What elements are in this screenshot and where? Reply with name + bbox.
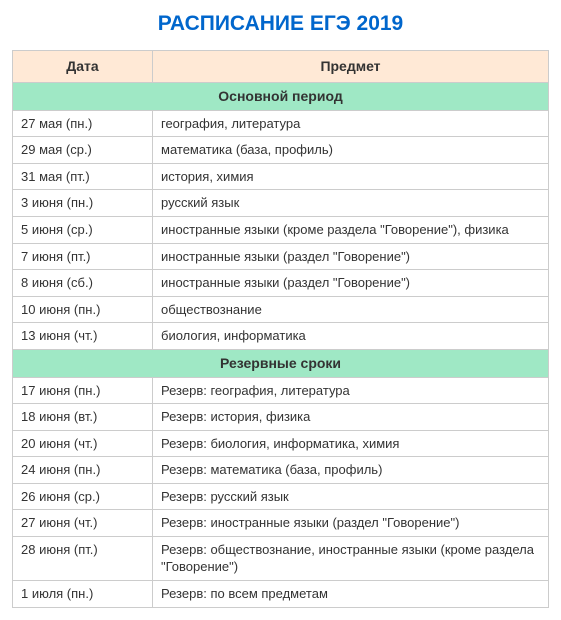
cell-subject: иностранные языки (раздел "Говорение"): [153, 270, 549, 297]
section-title: Основной период: [13, 82, 549, 110]
table-row: 27 июня (чт.)Резерв: иностранные языки (…: [13, 510, 549, 537]
cell-subject: Резерв: история, физика: [153, 404, 549, 431]
cell-date: 26 июня (ср.): [13, 483, 153, 510]
cell-date: 20 июня (чт.): [13, 430, 153, 457]
table-row: 24 июня (пн.)Резерв: математика (база, п…: [13, 457, 549, 484]
cell-date: 27 июня (чт.): [13, 510, 153, 537]
section-header: Резервные сроки: [13, 349, 549, 377]
table-row: 10 июня (пн.)обществознание: [13, 296, 549, 323]
schedule-table: Дата Предмет Основной период27 мая (пн.)…: [12, 50, 549, 608]
cell-subject: Резерв: русский язык: [153, 483, 549, 510]
table-row: 17 июня (пн.)Резерв: география, литерату…: [13, 377, 549, 404]
table-row: 31 мая (пт.)история, химия: [13, 163, 549, 190]
section-header: Основной период: [13, 82, 549, 110]
cell-date: 3 июня (пн.): [13, 190, 153, 217]
cell-date: 8 июня (сб.): [13, 270, 153, 297]
table-row: 27 мая (пн.)география, литература: [13, 110, 549, 137]
cell-date: 17 июня (пн.): [13, 377, 153, 404]
cell-date: 29 мая (ср.): [13, 137, 153, 164]
table-row: 26 июня (ср.)Резерв: русский язык: [13, 483, 549, 510]
cell-subject: история, химия: [153, 163, 549, 190]
cell-subject: Резерв: по всем предметам: [153, 580, 549, 607]
cell-subject: Резерв: иностранные языки (раздел "Говор…: [153, 510, 549, 537]
cell-date: 24 июня (пн.): [13, 457, 153, 484]
cell-date: 13 июня (чт.): [13, 323, 153, 350]
cell-subject: иностранные языки (раздел "Говорение"): [153, 243, 549, 270]
cell-subject: иностранные языки (кроме раздела "Говоре…: [153, 216, 549, 243]
table-row: 8 июня (сб.)иностранные языки (раздел "Г…: [13, 270, 549, 297]
column-header-date: Дата: [13, 51, 153, 83]
cell-date: 27 мая (пн.): [13, 110, 153, 137]
table-row: 20 июня (чт.)Резерв: биология, информати…: [13, 430, 549, 457]
table-row: 13 июня (чт.)биология, информатика: [13, 323, 549, 350]
cell-date: 28 июня (пт.): [13, 536, 153, 580]
table-row: 28 июня (пт.)Резерв: обществознание, ино…: [13, 536, 549, 580]
table-row: 18 июня (вт.)Резерв: история, физика: [13, 404, 549, 431]
column-header-subject: Предмет: [153, 51, 549, 83]
cell-subject: Резерв: биология, информатика, химия: [153, 430, 549, 457]
cell-subject: биология, информатика: [153, 323, 549, 350]
table-header-row: Дата Предмет: [13, 51, 549, 83]
table-row: 29 мая (ср.)математика (база, профиль): [13, 137, 549, 164]
cell-date: 7 июня (пт.): [13, 243, 153, 270]
table-row: 1 июля (пн.)Резерв: по всем предметам: [13, 580, 549, 607]
cell-subject: Резерв: география, литература: [153, 377, 549, 404]
table-row: 7 июня (пт.)иностранные языки (раздел "Г…: [13, 243, 549, 270]
cell-subject: русский язык: [153, 190, 549, 217]
table-row: 3 июня (пн.)русский язык: [13, 190, 549, 217]
cell-subject: Резерв: математика (база, профиль): [153, 457, 549, 484]
table-body: Основной период27 мая (пн.)география, ли…: [13, 82, 549, 607]
cell-date: 5 июня (ср.): [13, 216, 153, 243]
section-title: Резервные сроки: [13, 349, 549, 377]
cell-date: 18 июня (вт.): [13, 404, 153, 431]
cell-subject: география, литература: [153, 110, 549, 137]
page-title: РАСПИСАНИЕ ЕГЭ 2019: [12, 12, 549, 36]
cell-date: 10 июня (пн.): [13, 296, 153, 323]
cell-subject: обществознание: [153, 296, 549, 323]
cell-date: 1 июля (пн.): [13, 580, 153, 607]
cell-date: 31 мая (пт.): [13, 163, 153, 190]
cell-subject: математика (база, профиль): [153, 137, 549, 164]
table-row: 5 июня (ср.)иностранные языки (кроме раз…: [13, 216, 549, 243]
cell-subject: Резерв: обществознание, иностранные язык…: [153, 536, 549, 580]
